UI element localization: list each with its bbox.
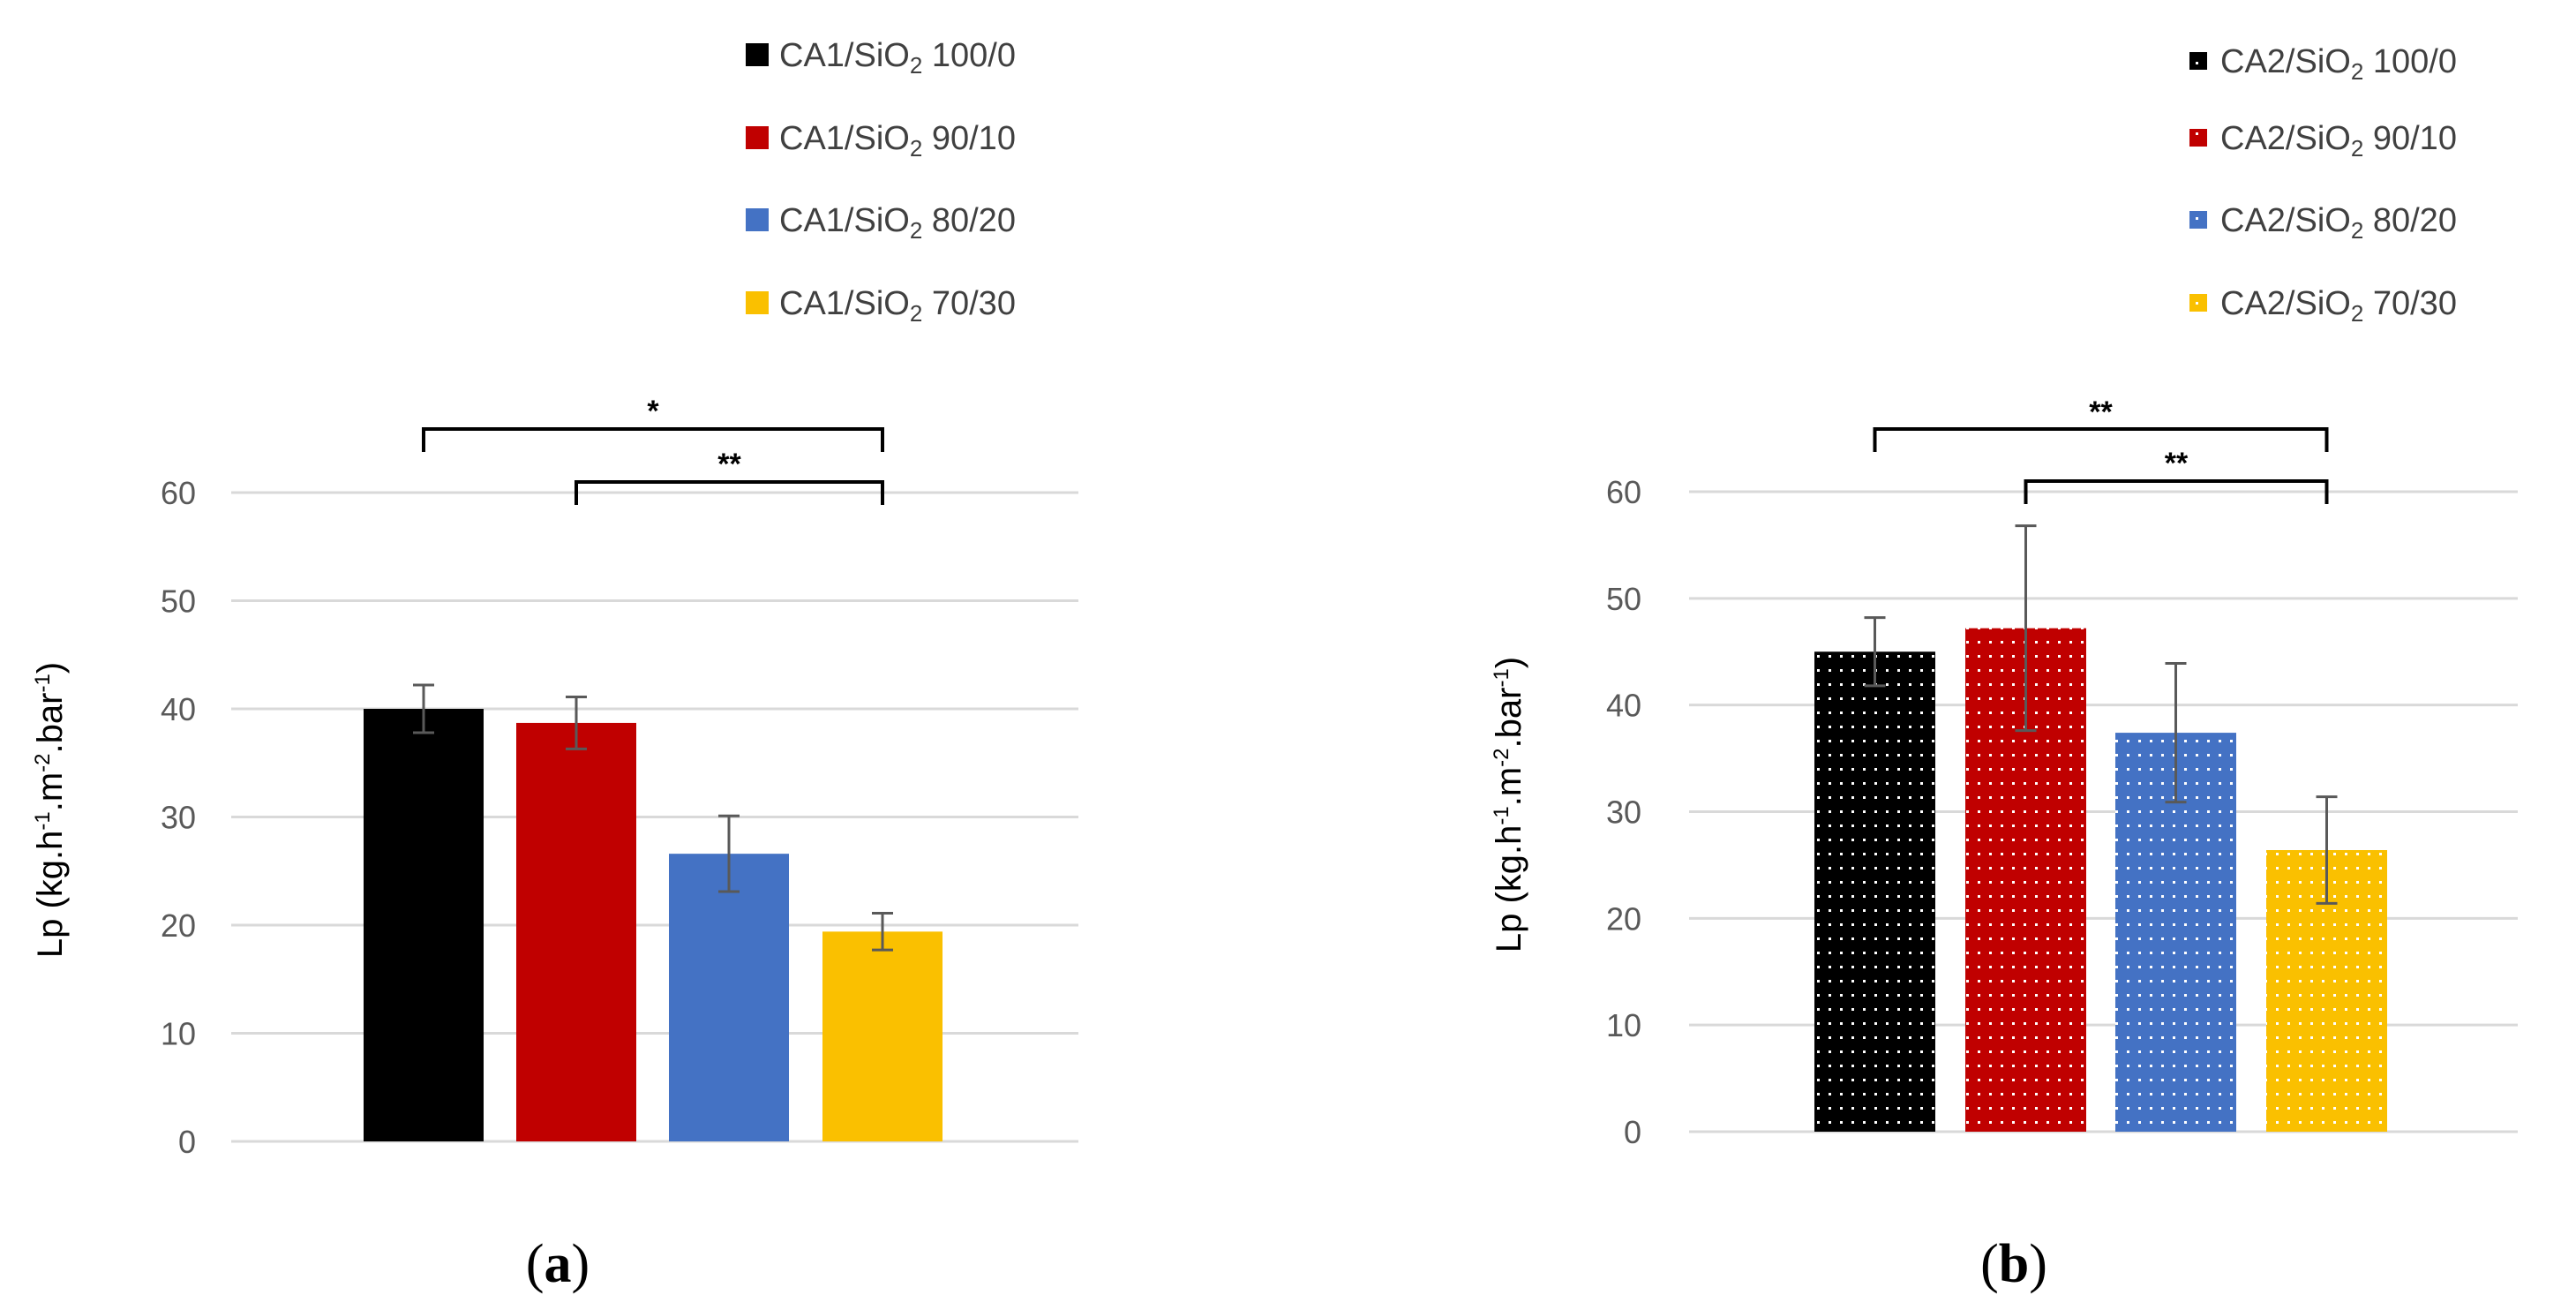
legend-swatch [2189, 129, 2207, 147]
significance-bracket [1873, 427, 2329, 452]
y-tick-label: 60 [1606, 474, 1641, 510]
y-tick-label: 50 [161, 583, 196, 620]
y-tick-label: 0 [178, 1124, 196, 1160]
legend-label: CA1/SiO2 100/0 [779, 37, 1016, 79]
y-tick-label: 10 [1606, 1007, 1641, 1043]
legend-swatch [746, 291, 769, 314]
legend-swatch [746, 126, 769, 149]
panel-label: (a) [526, 1234, 590, 1294]
y-tick-label: 20 [1606, 900, 1641, 937]
bar [822, 931, 943, 1141]
bar [516, 722, 636, 1141]
legend-swatch [2189, 211, 2207, 229]
significance-label: ** [2089, 395, 2113, 429]
legend-swatch [2189, 294, 2207, 312]
legend-swatch [746, 43, 769, 66]
significance-bracket [575, 480, 884, 505]
significance-label: ** [2165, 447, 2189, 480]
legend-swatch [2189, 52, 2207, 70]
bar [669, 854, 789, 1141]
y-tick-label: 30 [1606, 794, 1641, 831]
legend-label: CA1/SiO2 70/30 [779, 285, 1016, 327]
bar [364, 709, 484, 1141]
y-axis-title: Lp (kg.h-1.m-2.bar-1) [31, 662, 70, 958]
significance-label: ** [717, 448, 741, 481]
y-tick-label: 0 [1624, 1114, 1641, 1150]
significance-bracket [422, 427, 884, 452]
legend-label: CA1/SiO2 80/20 [779, 202, 1016, 244]
y-tick-label: 60 [161, 475, 196, 511]
bar [1814, 651, 1935, 1132]
significance-bracket [2024, 479, 2329, 504]
panel-label: (b) [1980, 1234, 2047, 1294]
y-axis-title: Lp (kg.h-1.m-2.bar-1) [1490, 657, 1528, 952]
y-tick-label: 30 [161, 800, 196, 836]
legend-label: CA2/SiO2 100/0 [2220, 43, 2457, 85]
legend-label: CA2/SiO2 70/30 [2220, 285, 2457, 327]
legend-label: CA2/SiO2 90/10 [2220, 120, 2457, 162]
legend-label: CA2/SiO2 80/20 [2220, 202, 2457, 244]
y-tick-label: 40 [161, 691, 196, 727]
y-tick-label: 50 [1606, 581, 1641, 617]
y-tick-label: 40 [1606, 688, 1641, 724]
significance-label: * [647, 395, 659, 428]
legend-swatch [746, 208, 769, 231]
y-tick-label: 20 [161, 907, 196, 944]
legend-label: CA1/SiO2 90/10 [779, 120, 1016, 162]
y-tick-label: 10 [161, 1016, 196, 1052]
chart-panel-b: 0 10 20 30 40 50 60 Lp (kg.h-1.m-2.bar-1) ** ** CA… [1490, 43, 2518, 1294]
